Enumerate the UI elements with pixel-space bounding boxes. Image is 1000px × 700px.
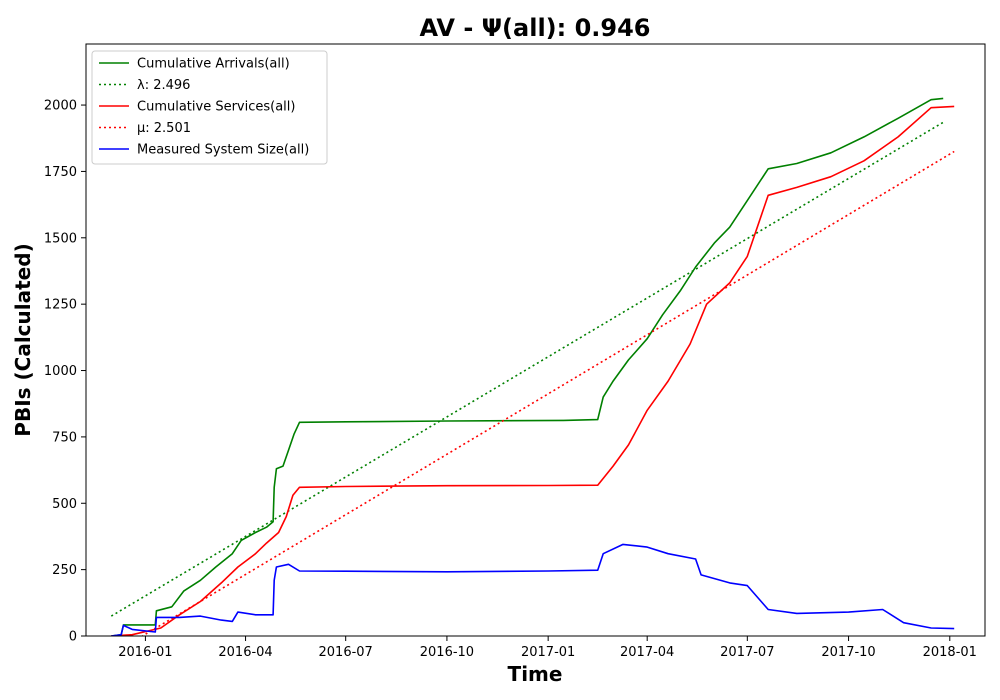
y-tick-label: 1750 (44, 165, 77, 180)
x-tick-label: 2017-10 (821, 645, 875, 660)
y-tick-label: 1000 (44, 364, 77, 379)
series-line-2 (110, 121, 944, 617)
x-tick-label: 2018-01 (923, 645, 977, 660)
y-tick-label: 1250 (44, 298, 77, 313)
y-tick-label: 1500 (44, 231, 77, 246)
chart-title: AV - Ψ(all): 0.946 (419, 14, 650, 42)
series-line-5 (111, 543, 955, 636)
x-tick-label: 2017-07 (720, 645, 774, 660)
y-tick-label: 500 (52, 497, 77, 512)
series-line-1 (111, 97, 944, 636)
x-tick-label: 2016-10 (420, 645, 474, 660)
plot-frame (85, 43, 986, 637)
plot-lines (110, 97, 955, 636)
x-tick-label: 2017-01 (521, 645, 575, 660)
legend-box (91, 50, 328, 165)
x-tick-label: 2017-04 (620, 645, 674, 660)
legend-label: Cumulative Services(all) (137, 100, 295, 115)
y-axis: 0 250 500 750 1000 1250 1500 1750 2000 (44, 99, 86, 645)
legend: Cumulative Arrivals(all) λ: 2.496 Cumulati… (91, 50, 328, 165)
y-tick-label: 250 (52, 563, 77, 578)
y-tick-label: 750 (52, 430, 77, 445)
legend-label: Measured System Size(all) (137, 143, 309, 158)
x-tick-label: 2016-01 (118, 645, 172, 660)
x-tick-label: 2016-07 (319, 645, 373, 660)
series-line-4 (140, 150, 955, 636)
legend-label: μ: 2.501 (137, 121, 191, 136)
x-axis-label: Time (508, 662, 563, 686)
legend-label: Cumulative Arrivals(all) (137, 57, 290, 72)
x-tick-label: 2016-04 (218, 645, 272, 660)
y-tick-label: 2000 (44, 99, 77, 114)
legend-label: λ: 2.496 (137, 78, 190, 93)
x-axis: 2016-01 2016-04 2016-07 2016-10 2017-01 2017-… (118, 636, 977, 660)
series-line-3 (111, 105, 955, 636)
y-axis-label: PBIs (Calculated) (11, 243, 35, 436)
y-tick-label: 0 (69, 630, 77, 645)
